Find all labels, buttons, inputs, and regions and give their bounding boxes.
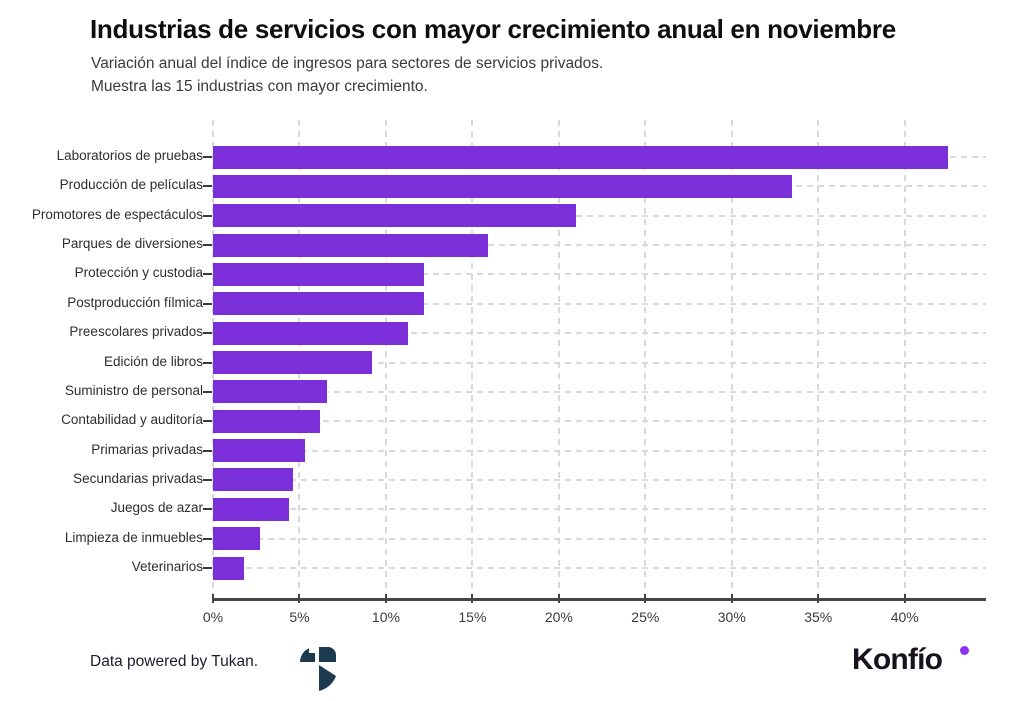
x-axis-tick-label: 40% <box>890 609 919 625</box>
v-gridline <box>471 120 474 600</box>
category-label: Juegos de azar <box>110 500 203 516</box>
h-gridline <box>213 567 986 570</box>
category-tick <box>203 185 212 188</box>
category-tick <box>203 332 212 335</box>
konfio-dot-icon <box>960 646 969 655</box>
bar <box>213 468 293 492</box>
x-axis-line <box>213 598 986 601</box>
x-axis-tick-label: 5% <box>289 609 310 625</box>
konfio-wordmark: Konfío <box>852 643 943 676</box>
data-credit: Data powered by Tukan. <box>90 653 259 670</box>
x-axis-tick-label: 15% <box>458 609 487 625</box>
h-gridline <box>213 478 986 481</box>
x-axis-tick-label: 20% <box>544 609 573 625</box>
h-gridline <box>213 361 986 364</box>
tukan-logo-icon <box>299 646 337 697</box>
x-axis-tick-label: 0% <box>202 609 224 625</box>
category-label: Producción de películas <box>59 177 203 193</box>
v-gridline <box>903 120 906 600</box>
category-label: Veterinarios <box>131 559 203 575</box>
bar <box>213 262 424 286</box>
category-label: Limpieza de inmuebles <box>64 529 203 545</box>
x-axis-tick <box>298 594 301 603</box>
x-axis-tick <box>817 594 820 603</box>
konfio-logo: Konfío <box>852 643 969 677</box>
x-axis-tick <box>730 594 733 603</box>
chart-title: Industrias de servicios con mayor crecim… <box>90 14 896 44</box>
h-gridline <box>213 332 986 335</box>
category-tick <box>203 567 212 570</box>
h-gridline <box>213 390 986 393</box>
category-tick <box>203 478 212 481</box>
v-gridline <box>557 120 560 600</box>
chart-subtitle-line1: Variación anual del índice de ingresos p… <box>91 55 604 72</box>
h-gridline <box>213 537 986 540</box>
x-axis-tick <box>384 594 387 603</box>
bar <box>213 174 793 198</box>
x-axis-tick-label: 35% <box>804 609 833 625</box>
v-gridline <box>384 120 387 600</box>
v-gridline <box>817 120 820 600</box>
x-axis-tick-label: 30% <box>717 609 746 625</box>
category-tick <box>203 537 212 540</box>
category-label: Postproducción fílmica <box>67 294 203 310</box>
chart-subtitle-line2: Muestra las 15 industrias con mayor crec… <box>91 78 428 95</box>
bar <box>213 292 424 316</box>
v-gridline <box>644 120 647 600</box>
h-gridline <box>213 508 986 511</box>
bar <box>213 439 305 463</box>
category-label: Secundarias privadas <box>73 470 203 486</box>
category-label: Parques de diversiones <box>61 236 203 252</box>
category-tick <box>203 244 212 247</box>
bar-chart: 0% 5% 10% 15% 20% 25% 30% 35% 40% Laboratorios d… <box>0 120 1024 660</box>
category-label: Edición de libros <box>103 353 203 369</box>
bar <box>213 497 290 521</box>
category-label: Contabilidad y auditoría <box>61 412 203 428</box>
category-tick <box>203 361 212 364</box>
category-label: Primarias privadas <box>91 441 203 457</box>
category-tick <box>203 273 212 276</box>
bar <box>213 527 260 551</box>
h-gridline <box>213 244 986 247</box>
x-axis-tick <box>557 594 560 603</box>
bar <box>213 145 948 169</box>
h-gridline <box>213 420 986 423</box>
x-axis-tick <box>212 594 214 603</box>
category-tick <box>203 302 212 305</box>
category-label: Laboratorios de pruebas <box>56 148 203 163</box>
x-axis-tick <box>903 594 906 603</box>
bar <box>213 409 321 433</box>
h-gridline <box>213 302 986 305</box>
category-label: Suministro de personal <box>64 382 203 398</box>
category-tick <box>203 390 212 393</box>
plot-area: 0% 5% 10% 15% 20% 25% 30% 35% 40% <box>203 120 986 625</box>
bar <box>213 321 409 345</box>
category-label: Promotores de espectáculos <box>31 206 203 222</box>
bar <box>213 233 488 257</box>
x-axis-tick-label: 25% <box>631 609 660 625</box>
category-tick <box>203 156 212 158</box>
category-tick <box>203 508 212 511</box>
h-gridline <box>213 449 986 452</box>
category-label: Preescolares privados <box>69 324 203 340</box>
v-gridline <box>730 120 733 600</box>
x-axis-tick <box>471 594 474 603</box>
bar <box>213 204 577 228</box>
bar <box>213 351 373 375</box>
category-tick <box>203 449 212 452</box>
h-gridline <box>213 214 986 217</box>
h-gridline <box>213 273 986 276</box>
x-axis-tick-label: 10% <box>371 609 400 625</box>
bar <box>213 380 328 404</box>
x-axis-tick <box>644 594 647 603</box>
category-tick <box>203 420 212 423</box>
category-label: Protección y custodia <box>74 265 203 281</box>
bar <box>213 556 245 580</box>
category-tick <box>203 214 212 217</box>
